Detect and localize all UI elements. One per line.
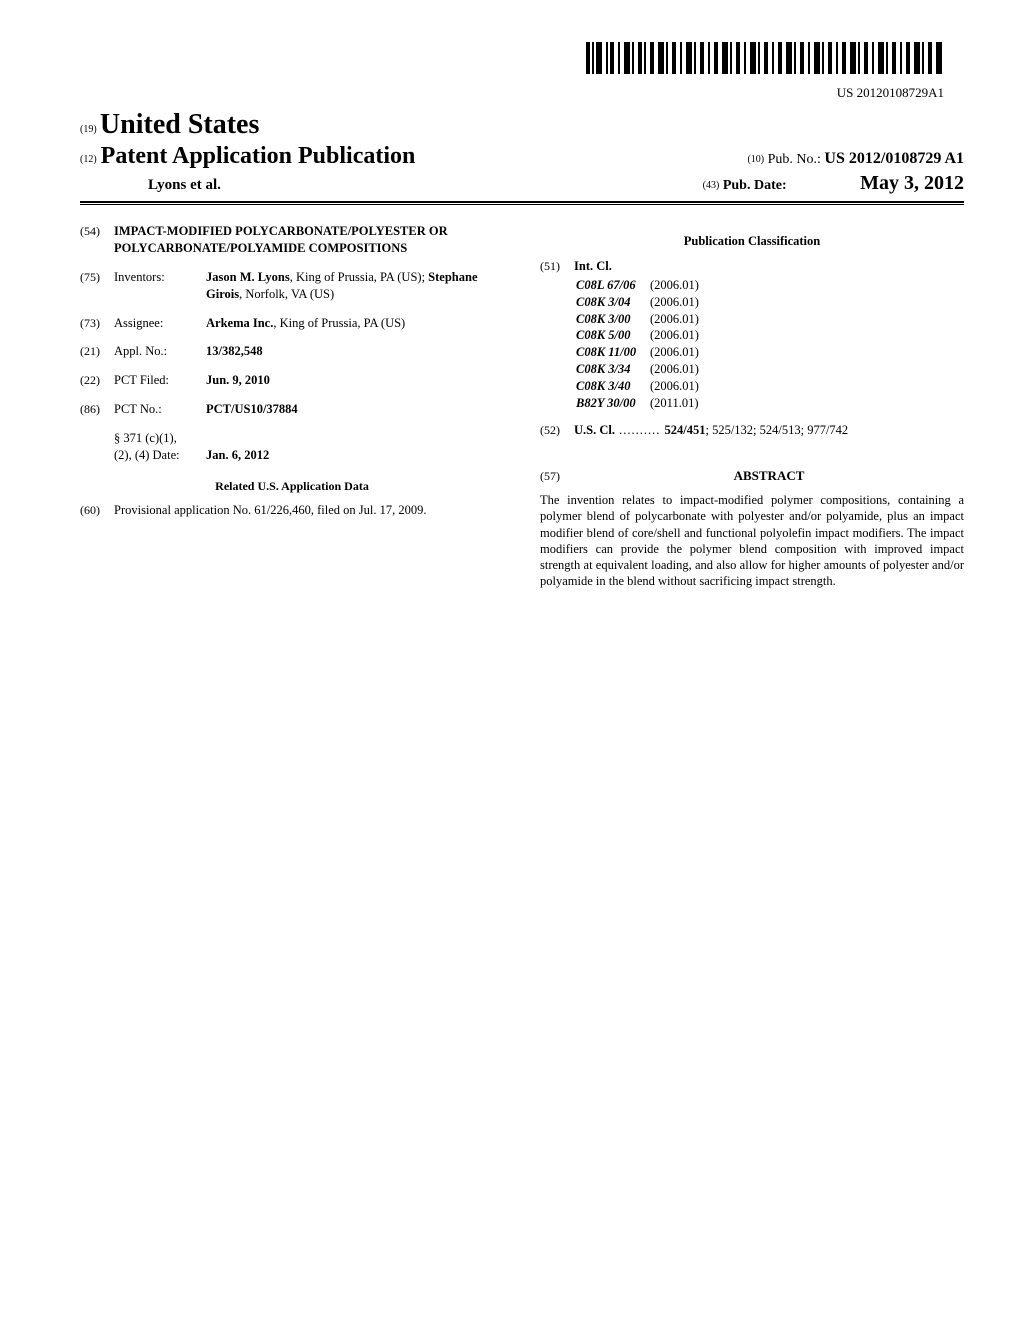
barcode-block — [80, 40, 964, 81]
inventors-label: Inventors: — [114, 269, 206, 303]
applno-value: 13/382,548 — [206, 343, 504, 360]
assignee-value: Arkema Inc., King of Prussia, PA (US) — [206, 315, 504, 332]
intcl-item-code: C08K 3/34 — [540, 361, 650, 378]
blank — [80, 430, 114, 464]
related-data-heading: Related U.S. Application Data — [80, 478, 504, 494]
intcl-item-code: C08K 3/04 — [540, 294, 650, 311]
intcl-item-code: C08L 67/06 — [540, 277, 650, 294]
left-column: (54) IMPACT-MODIFIED POLYCARBONATE/POLYE… — [80, 223, 504, 590]
pubno-label: Pub. No.: — [768, 152, 821, 167]
applno-label: Appl. No.: — [114, 343, 206, 360]
pub-code: (12) — [80, 154, 97, 165]
abstract-body: The invention relates to impact-modified… — [540, 492, 964, 590]
inventor-name: Jason M. Lyons — [206, 270, 290, 284]
intcl-list: C08L 67/06(2006.01) C08K 3/04(2006.01) C… — [540, 277, 964, 412]
pctno-code: (86) — [80, 401, 114, 418]
prov-text: Provisional application No. 61/226,460, … — [114, 502, 504, 519]
s371-value: Jan. 6, 2012 — [206, 430, 504, 464]
inventors-value: Jason M. Lyons, King of Prussia, PA (US)… — [206, 269, 504, 303]
assignee-label: Assignee: — [114, 315, 206, 332]
inventor-rest: , Norfolk, VA (US) — [239, 287, 334, 301]
intcl-item-ver: (2006.01) — [650, 294, 699, 311]
pctfiled-value: Jun. 9, 2010 — [206, 372, 504, 389]
pubdate-label: Pub. Date: — [723, 178, 787, 193]
pctno-value: PCT/US10/37884 — [206, 401, 504, 418]
intcl-item-code: C08K 3/00 — [540, 311, 650, 328]
divider — [80, 201, 964, 203]
uscl-label: U.S. Cl. — [574, 423, 615, 437]
country-code: (19) — [80, 124, 97, 135]
authors: Lyons et al. — [148, 177, 221, 193]
assignee-name: Arkema Inc. — [206, 316, 273, 330]
header: (19) United States (12) Patent Applicati… — [80, 109, 964, 205]
uscl-code: (52) — [540, 422, 574, 439]
inventors-code: (75) — [80, 269, 114, 303]
barcode-icon — [584, 40, 944, 76]
s371-label-line: § 371 (c)(1), — [114, 430, 206, 447]
prov-code: (60) — [80, 502, 114, 519]
uscl-rest: ; 525/132; 524/513; 977/742 — [705, 423, 848, 437]
country-name: United States — [100, 109, 259, 140]
intcl-item-ver: (2006.01) — [650, 277, 699, 294]
assignee-rest: , King of Prussia, PA (US) — [273, 316, 405, 330]
pubno-code: (10) — [747, 154, 764, 165]
invention-title: IMPACT-MODIFIED POLYCARBONATE/POLYESTER … — [114, 223, 504, 257]
intcl-item-code: C08K 5/00 — [540, 327, 650, 344]
pctno-label: PCT No.: — [114, 401, 206, 418]
pctfiled-code: (22) — [80, 372, 114, 389]
intcl-item-ver: (2011.01) — [650, 395, 699, 412]
divider — [80, 204, 964, 205]
assignee-code: (73) — [80, 315, 114, 332]
intcl-item-ver: (2006.01) — [650, 311, 699, 328]
intcl-item-ver: (2006.01) — [650, 361, 699, 378]
pubno-value: US 2012/0108729 A1 — [824, 150, 964, 167]
publication-title: Patent Application Publication — [101, 143, 416, 169]
uscl-value: U.S. Cl. .......... 524/451; 525/132; 52… — [574, 422, 848, 439]
intcl-item-ver: (2006.01) — [650, 344, 699, 361]
intcl-item-code: B82Y 30/00 — [540, 395, 650, 412]
uscl-primary: 524/451 — [664, 423, 705, 437]
s371-label-line: (2), (4) Date: — [114, 447, 206, 464]
abstract-code: (57) — [540, 468, 574, 484]
s371-label: § 371 (c)(1), (2), (4) Date: — [114, 430, 206, 464]
pctfiled-label: PCT Filed: — [114, 372, 206, 389]
intcl-item-code: C08K 11/00 — [540, 344, 650, 361]
intcl-code: (51) — [540, 258, 574, 275]
inventor-rest: , King of Prussia, PA (US); — [290, 270, 428, 284]
pubdate-code: (43) — [703, 180, 720, 191]
applno-code: (21) — [80, 343, 114, 360]
pubdate-value: May 3, 2012 — [860, 172, 964, 194]
barcode-label: US 20120108729A1 — [80, 85, 964, 101]
uscl-dots: .......... — [615, 423, 665, 437]
intcl-label: Int. Cl. — [574, 258, 612, 275]
right-column: Publication Classification (51) Int. Cl.… — [540, 223, 964, 590]
intcl-item-code: C08K 3/40 — [540, 378, 650, 395]
pub-classification-heading: Publication Classification — [540, 233, 964, 250]
intcl-item-ver: (2006.01) — [650, 378, 699, 395]
intcl-item-ver: (2006.01) — [650, 327, 699, 344]
abstract-heading: ABSTRACT — [574, 467, 964, 485]
title-code: (54) — [80, 223, 114, 257]
